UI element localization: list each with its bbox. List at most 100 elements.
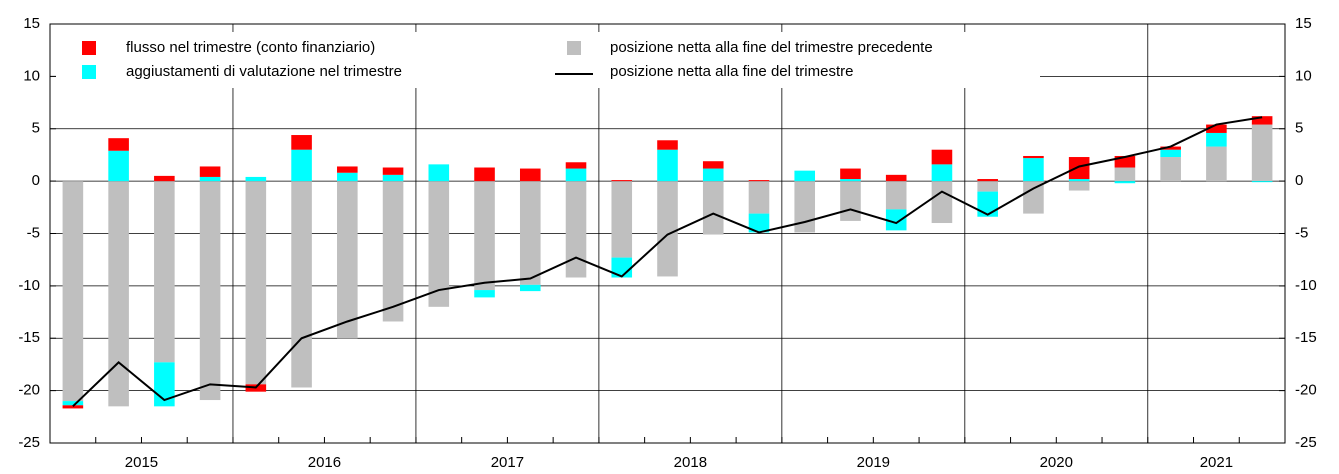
bar-segment (199, 181, 221, 401)
bar-segment (885, 181, 907, 210)
y-tick-label: 10 (23, 67, 40, 84)
bar-segment (1251, 116, 1273, 125)
bar-segment (977, 179, 998, 182)
y2-tick-label: 5 (1295, 120, 1303, 137)
legend-label: flusso nel trimestre (conto finanziario) (126, 39, 375, 56)
x-tick-label: 2015 (125, 454, 158, 471)
legend-box (56, 32, 1040, 88)
bar-segment (702, 168, 724, 182)
x-tick-label: 2021 (1200, 454, 1233, 471)
bar-segment (1114, 181, 1136, 184)
y-tick-label: -10 (18, 277, 40, 294)
bar-segment (337, 166, 358, 173)
bar-segment (885, 209, 907, 231)
bar-segment (382, 174, 404, 182)
bar-segment (108, 138, 129, 151)
bar-segment (931, 181, 953, 224)
bar-segment (382, 167, 404, 175)
bar-segment (931, 149, 953, 165)
legend-swatch (82, 65, 96, 79)
bar-segment (199, 166, 221, 177)
bar-segment (1068, 157, 1090, 180)
bar-segment (931, 164, 953, 182)
bar-segment (657, 140, 678, 150)
legend-swatch (82, 41, 96, 55)
y-tick-label: -15 (18, 329, 40, 346)
bar-segment (1251, 181, 1273, 183)
y-tick-label: -25 (18, 434, 40, 451)
y-tick-label: 15 (23, 15, 40, 32)
x-tick-label: 2017 (491, 454, 524, 471)
x-tick-label: 2016 (308, 454, 341, 471)
y2-tick-label: -15 (1295, 329, 1317, 346)
y2-tick-label: -20 (1295, 382, 1317, 399)
bar-segment (291, 181, 312, 388)
bar-segment (840, 168, 861, 180)
bar-segment (565, 181, 587, 278)
bar-segment (337, 172, 358, 182)
x-tick-label: 2020 (1040, 454, 1073, 471)
bar-segment (1251, 124, 1273, 182)
bar-segment (1206, 146, 1227, 182)
bar-segment (1160, 149, 1181, 158)
x-tick-label: 2019 (857, 454, 890, 471)
bar-segment (977, 181, 998, 192)
y-tick-label: 0 (32, 172, 40, 189)
bar-segment (428, 181, 450, 307)
bar-segment (1160, 146, 1181, 150)
bar-segment (474, 167, 495, 182)
bar-segment (794, 170, 816, 182)
bar-segment (1023, 181, 1044, 214)
y2-tick-label: -25 (1295, 434, 1317, 451)
bar-segment (1023, 155, 1044, 159)
bar-segment (977, 191, 998, 217)
bar-segment (474, 181, 495, 291)
legend-swatch (567, 41, 581, 55)
bar-segment (611, 181, 633, 258)
y-tick-label: 5 (32, 120, 40, 137)
bar-segment (291, 135, 312, 150)
bar-segment (428, 164, 450, 182)
bar-segment (62, 181, 84, 402)
bar-segment (519, 168, 541, 182)
bar-segment (245, 176, 267, 182)
bar-segment (748, 180, 770, 182)
bar-segment (702, 161, 724, 169)
bar-segment (1206, 124, 1227, 133)
bar-segment (154, 175, 175, 182)
bar-segment (794, 181, 816, 233)
bar-segment (382, 181, 404, 322)
bar-segment (62, 401, 84, 406)
bar-segment (1023, 158, 1044, 182)
bar-segment (519, 181, 541, 285)
bar-segment (840, 179, 861, 182)
y-tick-label: -5 (27, 224, 40, 241)
bar-segment (62, 405, 84, 409)
bar-segment (154, 181, 175, 363)
bar-segment (657, 149, 678, 182)
legend-label: posizione netta alla fine del trimestre (610, 63, 853, 80)
bar-segment (611, 180, 633, 182)
legend-label: posizione netta alla fine del trimestre … (610, 39, 933, 56)
bar-segment (702, 181, 724, 235)
y2-tick-label: 15 (1295, 15, 1312, 32)
y2-tick-label: 0 (1295, 172, 1303, 189)
bar-segment (1068, 179, 1090, 182)
bar-segment (657, 181, 678, 277)
bar-segment (108, 181, 129, 407)
legend-label: aggiustamenti di valutazione nel trimest… (126, 63, 402, 80)
y2-tick-label: -5 (1295, 224, 1308, 241)
bar-segment (108, 150, 129, 182)
bar-segment (1206, 132, 1227, 147)
bar-segment (337, 181, 358, 339)
y2-tick-label: -10 (1295, 277, 1317, 294)
bar-segment (474, 290, 495, 298)
bar-segment (519, 284, 541, 292)
bar-segment (885, 174, 907, 182)
bar-segment (748, 181, 770, 214)
bar-segment (565, 162, 587, 169)
line-series (72, 116, 1263, 408)
bar-segment (748, 213, 770, 233)
y-tick-label: -20 (18, 382, 40, 399)
